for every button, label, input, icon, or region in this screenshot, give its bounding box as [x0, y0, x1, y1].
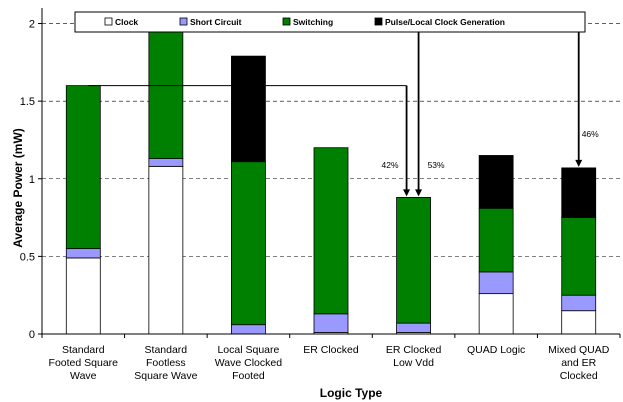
bar-segment	[231, 324, 266, 335]
x-tick-label: ER Clocked	[303, 344, 359, 356]
x-tick-label: Clocked	[560, 370, 598, 382]
bar-segment	[231, 161, 266, 326]
bar-segment	[478, 155, 514, 209]
bar-segment	[561, 217, 597, 296]
x-tick-label: Standard	[62, 344, 105, 356]
x-tick-label: Standard	[145, 344, 188, 356]
axes	[38, 8, 621, 338]
legend-swatch	[282, 17, 291, 26]
x-tick-label: Low Vdd	[393, 357, 434, 369]
legend-label: Clock	[115, 17, 138, 27]
x-tick-label: Wave	[70, 370, 97, 382]
y-tick-labels: 0 0.5 1 1.5 2	[20, 19, 35, 341]
bar-segment	[148, 165, 184, 335]
bar-segment	[396, 196, 431, 324]
x-tick-label: Mixed QUAD	[548, 344, 610, 356]
x-tick-label: QUAD Logic	[467, 344, 525, 356]
legend-box	[74, 11, 586, 33]
legend: Clock Short Circuit Switching Pulse/Local C…	[74, 11, 586, 33]
annotation-arrow-head	[575, 159, 583, 167]
legend-label: Pulse/Local Clock Generation	[385, 17, 505, 27]
x-tick-label: Footless	[146, 357, 186, 369]
y-tick-label: 1.5	[20, 96, 35, 108]
y-tick-label: 2	[29, 19, 35, 31]
bar-segment	[65, 257, 101, 335]
y-tick-label: 1	[29, 174, 35, 186]
legend-swatch	[374, 17, 383, 26]
annotation-arrow-head	[415, 189, 423, 197]
x-tick-label: ER Clocked	[386, 344, 442, 356]
x-tick-label: Footed	[232, 370, 265, 382]
bar-segment	[148, 158, 184, 167]
bar-segment	[561, 167, 597, 218]
annotation-label: 46%	[582, 129, 599, 139]
legend-swatch	[104, 17, 113, 26]
bar-segment	[561, 294, 597, 312]
bar-segment	[478, 293, 514, 335]
bar-segment	[396, 322, 431, 333]
y-axis-title: Average Power (mW)	[11, 128, 25, 248]
bars	[65, 30, 597, 335]
y-tick-label: 0	[29, 329, 35, 341]
legend-label: Short Circuit	[190, 17, 242, 27]
annotation-arrow-head	[403, 189, 411, 197]
bar-segment	[478, 271, 514, 295]
y-tick-label: 0.5	[20, 251, 35, 263]
bar-segment	[65, 85, 101, 250]
bar-segment	[148, 30, 184, 159]
x-tick-label: Square Wave	[134, 370, 197, 382]
legend-swatch	[179, 17, 188, 26]
x-tick-label: Footed Square	[49, 357, 119, 369]
x-axis-title: Logic Type	[320, 386, 383, 400]
bar-segment	[313, 313, 349, 333]
annotation-label: 42%	[382, 160, 399, 170]
bar-segment	[231, 55, 266, 163]
bar-segment	[313, 147, 349, 315]
bar-segment	[561, 310, 597, 335]
legend-label: Switching	[293, 17, 333, 27]
x-tick-label: Wave Clocked	[215, 357, 282, 369]
annotation-label: 53%	[428, 160, 445, 170]
bar-segment	[65, 248, 101, 259]
bar-segment	[478, 207, 514, 273]
x-tick-label: Local Square	[217, 344, 279, 356]
x-tick-label: and ER	[561, 357, 596, 369]
